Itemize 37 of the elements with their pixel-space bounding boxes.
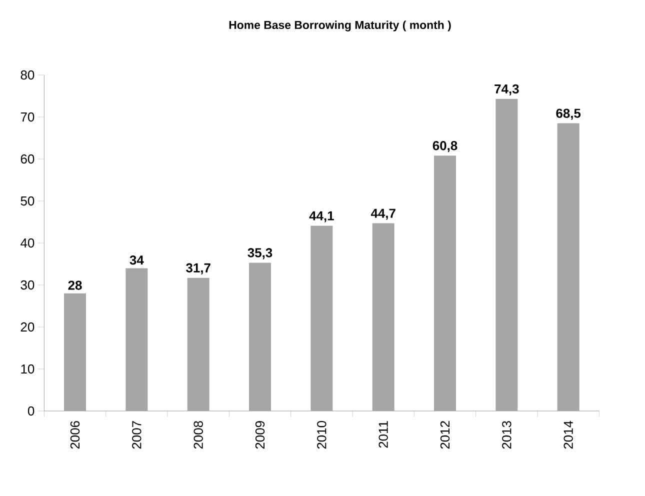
y-tick-label: 30	[20, 280, 34, 290]
x-tick-label: 2008	[194, 421, 203, 449]
y-tick-label: 20	[20, 322, 34, 332]
chart-title: Home Base Borrowing Maturity ( month )	[229, 20, 451, 32]
x-tick-label: 2007	[132, 421, 142, 449]
x-tick-label: 2010	[317, 421, 326, 449]
data-label: 74,3	[494, 84, 519, 96]
x-tick-label: 2011	[378, 421, 388, 448]
y-tick-label: 40	[20, 238, 34, 248]
bar	[372, 223, 394, 411]
y-tick-label: 70	[20, 112, 34, 122]
y-tick-label: 0	[28, 406, 34, 416]
bar	[64, 293, 86, 411]
data-label: 60,8	[432, 141, 458, 152]
x-tick-label: 2006	[70, 421, 80, 449]
bar	[434, 156, 456, 411]
y-tick-label: 80	[20, 70, 34, 80]
data-label: 31,7	[186, 263, 210, 274]
bar	[126, 268, 148, 411]
bar	[249, 262, 272, 411]
x-tick-label: 2009	[255, 421, 265, 449]
x-tick-label: 2013	[502, 421, 512, 449]
data-label: 68,5	[556, 108, 581, 120]
x-tick-label: 2014	[564, 420, 573, 449]
data-label: 35,3	[248, 248, 272, 260]
y-tick-label: 60	[20, 154, 34, 164]
bar	[557, 123, 580, 411]
data-label: 28	[68, 280, 82, 290]
bar	[187, 278, 210, 411]
x-tick-label: 2012	[440, 421, 450, 449]
data-label: 44,1	[309, 211, 334, 222]
data-label: 34	[130, 255, 144, 265]
y-tick-label: 50	[20, 196, 34, 206]
bar	[310, 226, 333, 411]
data-label: 44,7	[370, 208, 396, 220]
bar	[496, 98, 518, 411]
y-tick-label: 10	[21, 364, 34, 374]
